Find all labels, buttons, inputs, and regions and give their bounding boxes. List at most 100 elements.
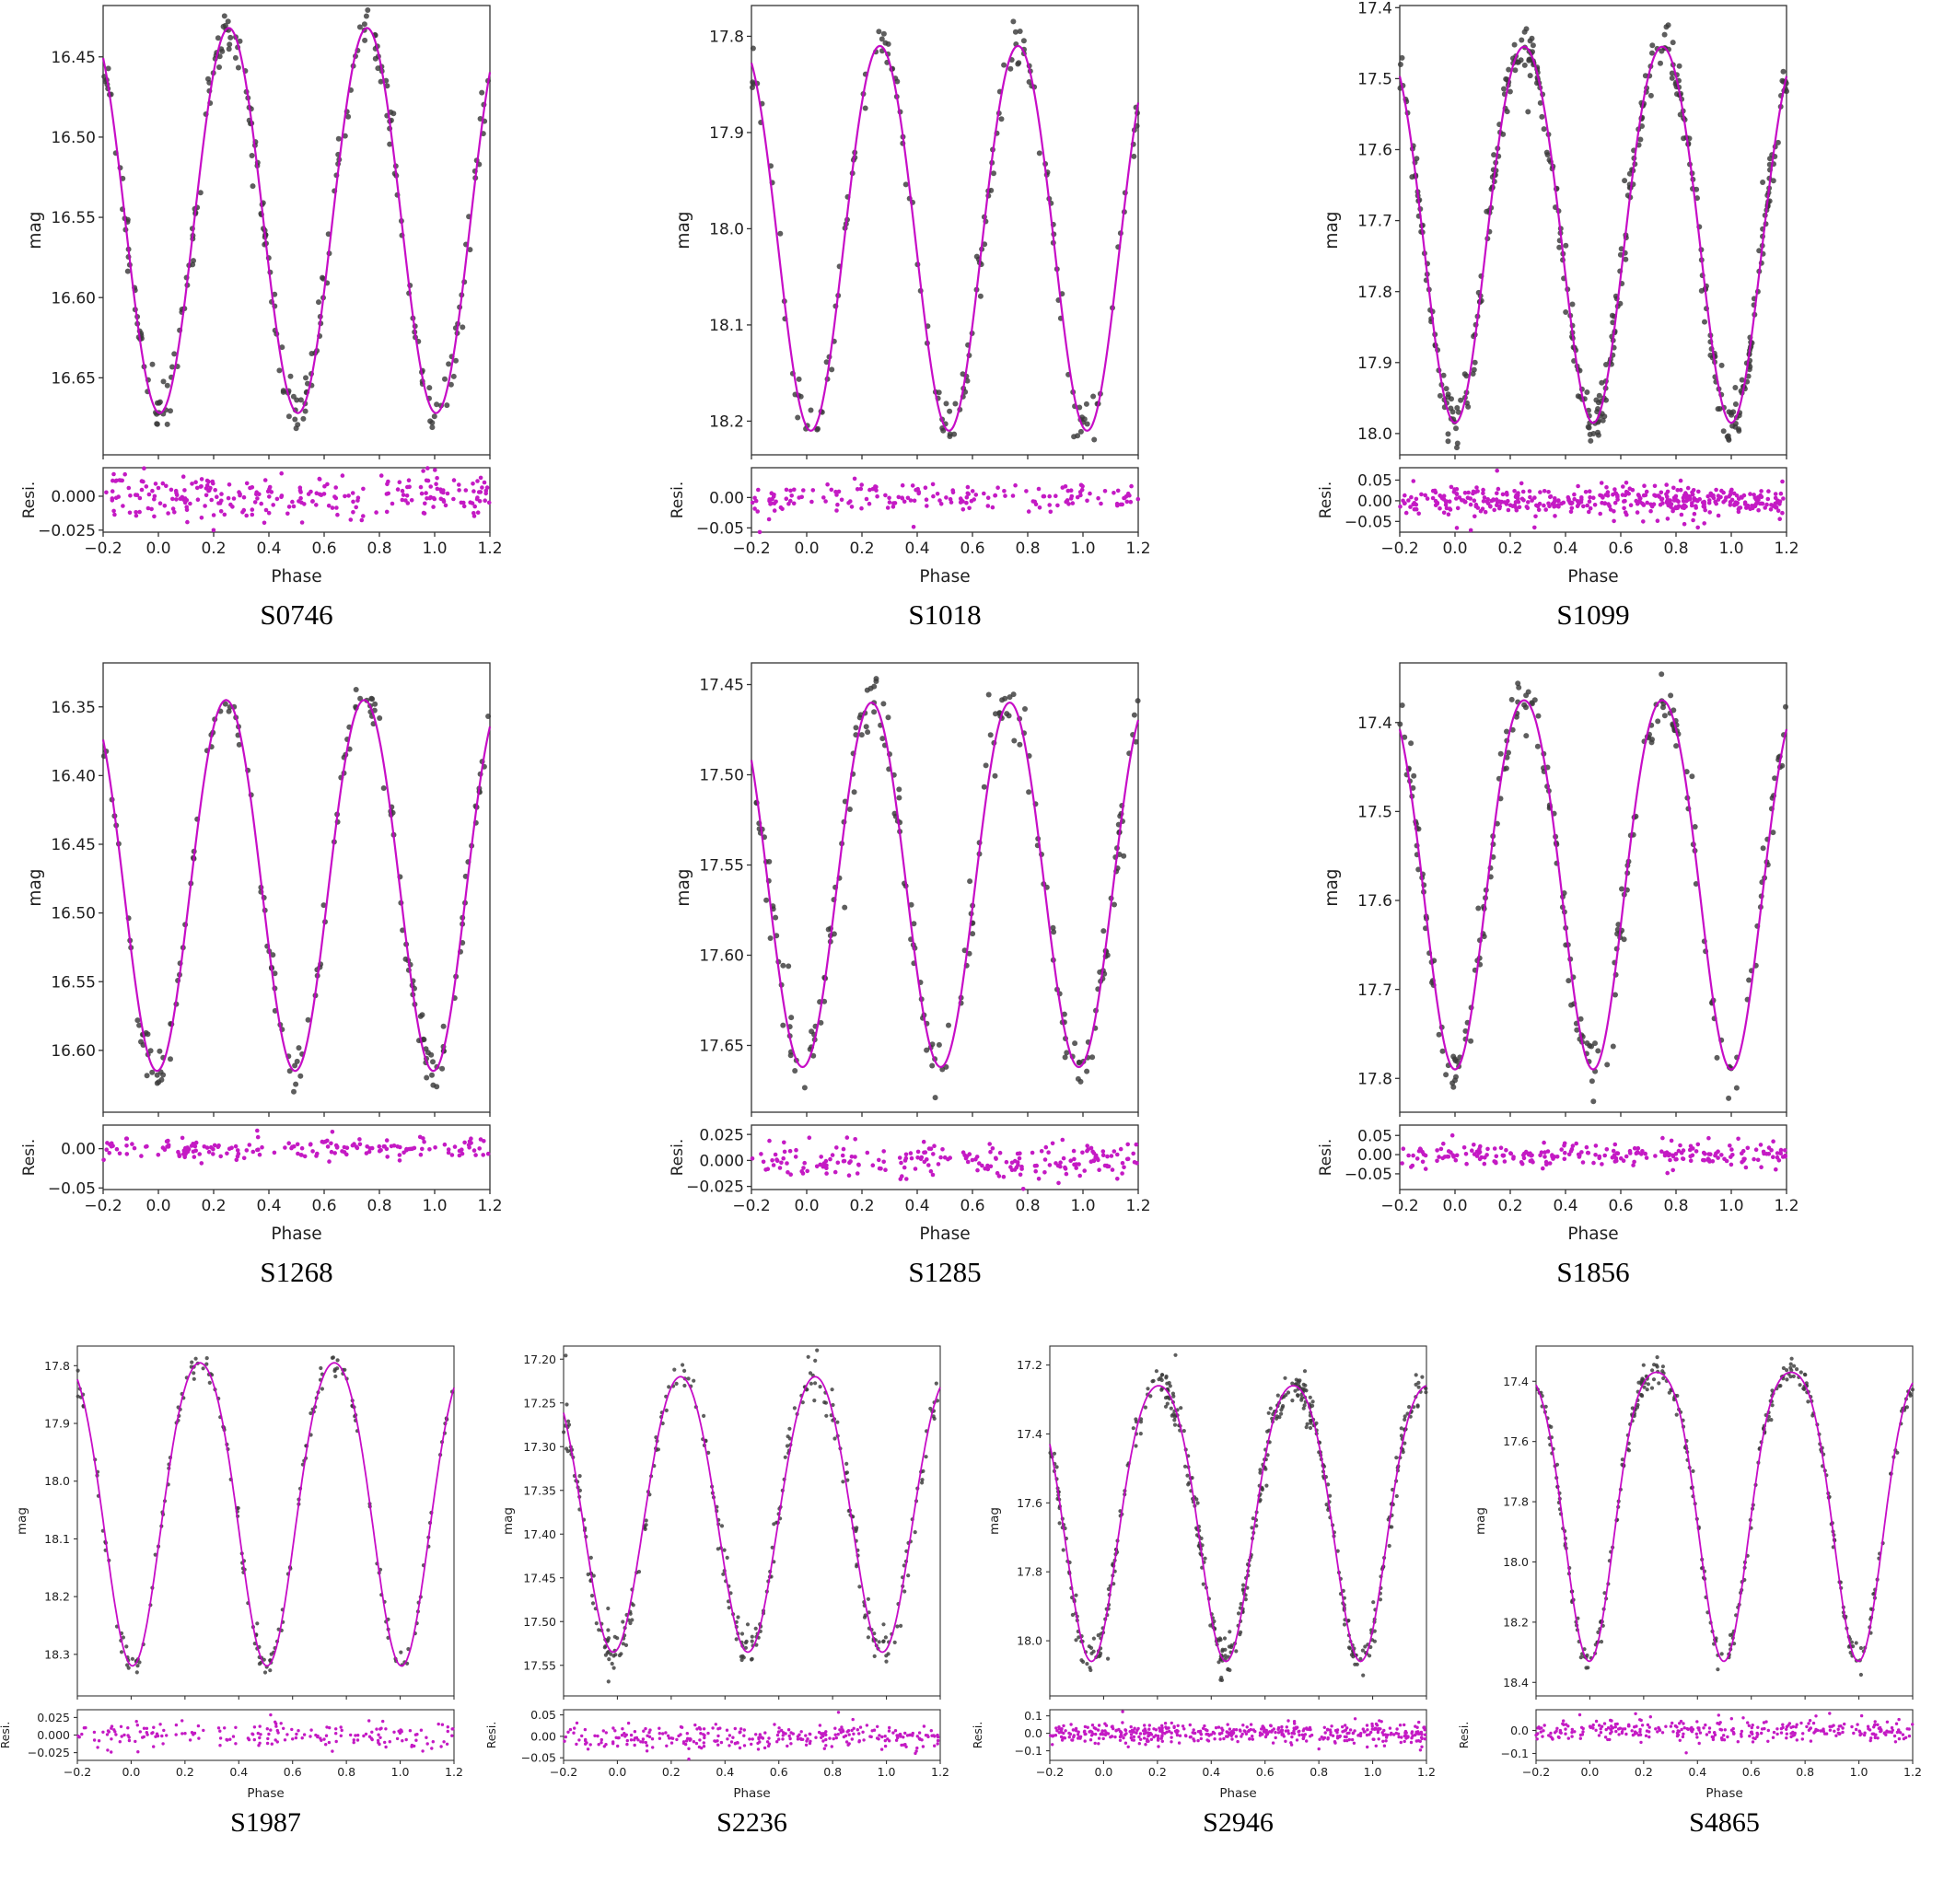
x-tick-label: −0.2 xyxy=(550,1765,577,1779)
fit-curve xyxy=(1049,1385,1427,1663)
x-tick-label: −0.2 xyxy=(1380,540,1418,558)
lightcurve-panel-S1268: 16.35 16.40 16.45 16.50 16.55 16.60 mag 0.00 −0.… xyxy=(0,659,648,1289)
main-axes: 17.2 17.4 17.6 17.8 18.0 xyxy=(1017,1345,1427,1700)
mag-axis-label: mag xyxy=(26,211,45,249)
data-points xyxy=(562,1348,940,1684)
resid-tick-label: −0.1 xyxy=(1501,1747,1529,1760)
mag-axis-label: mag xyxy=(15,1507,29,1535)
x-tick-label: 0.4 xyxy=(229,1765,248,1779)
figure-row-2: 16.35 16.40 16.45 16.50 16.55 16.60 mag 0.00 −0.… xyxy=(0,659,1944,1289)
x-tick-label: 0.0 xyxy=(1094,1765,1112,1779)
resid-tick-label: −0.05 xyxy=(48,1179,96,1198)
resid-tick-label: 0.00 xyxy=(1357,1146,1392,1165)
x-tick-label: 0.6 xyxy=(1256,1765,1275,1779)
x-tick-label: 0.2 xyxy=(201,540,226,558)
y-tick-label: 18.4 xyxy=(1503,1676,1529,1689)
x-tick-label: 0.8 xyxy=(1015,540,1040,558)
phase-axis-label: Phase xyxy=(733,1786,770,1801)
x-tick-label: 0.4 xyxy=(1202,1765,1220,1779)
mag-axis-label: mag xyxy=(674,868,693,906)
y-tick-label: 17.6 xyxy=(1503,1434,1529,1448)
mag-axis-label: mag xyxy=(501,1507,516,1535)
lightcurve-panel-S0746: 16.45 16.50 16.55 16.60 16.65 mag 0.000 −0.025−… xyxy=(0,2,648,632)
y-tick-label: 17.2 xyxy=(1017,1358,1042,1372)
residual-points xyxy=(104,466,492,533)
y-tick-label: 17.8 xyxy=(709,29,744,47)
x-tick-label: 0.6 xyxy=(311,540,336,558)
resid-axis-label: Resi. xyxy=(1459,1722,1471,1749)
resid-axis-label: Resi. xyxy=(486,1722,498,1749)
resid-tick-label: 0.000 xyxy=(51,488,96,506)
mag-axis-label: mag xyxy=(987,1507,1002,1535)
panel-title: S4865 xyxy=(1689,1807,1760,1838)
phase-axis-label: Phase xyxy=(1567,567,1618,586)
x-tick-label: 0.4 xyxy=(256,1197,281,1215)
figure-row-3: 17.8 17.9 18.0 18.1 18.2 18.3 mag 0.025 0.000 −0.… xyxy=(0,1335,1944,1839)
x-tick-label: 0.6 xyxy=(284,1765,302,1779)
mag-axis-label: mag xyxy=(674,211,693,249)
main-axes: 17.8 17.9 18.0 18.1 18.2 xyxy=(709,5,1139,459)
main-axes: 17.4 17.5 17.6 17.7 17.8 xyxy=(1357,662,1787,1117)
x-tick-label: 0.4 xyxy=(716,1765,734,1779)
phase-axis-label: Phase xyxy=(1567,1225,1618,1244)
x-tick-label: 0.4 xyxy=(1553,1197,1577,1215)
data-points xyxy=(750,18,1140,443)
residual-axes: 0.000 −0.025−0.2 0.0 0.2 0.4 0.6 0.8 1.0 1.2 xyxy=(38,467,503,558)
x-tick-label: −0.2 xyxy=(84,1197,122,1215)
y-tick-label: 17.4 xyxy=(1357,2,1392,17)
y-tick-label: 16.60 xyxy=(51,1042,96,1061)
data-points xyxy=(100,687,492,1095)
y-tick-label: 17.8 xyxy=(1357,284,1392,302)
panel-title: S1268 xyxy=(260,1256,333,1288)
panel-title: S2946 xyxy=(1203,1807,1274,1838)
lightcurve-plot-S0746: 16.45 16.50 16.55 16.60 16.65 mag 0.000 −0.025−… xyxy=(20,5,503,586)
y-tick-label: 17.45 xyxy=(699,677,744,695)
fit-curve xyxy=(101,27,492,414)
residual-axes: 0.1 0.0 −0.1 −0.2 0.0 0.2 0.4 0.6 0.8 1.0 1.2 xyxy=(1015,1709,1436,1779)
resid-tick-label: 0.00 xyxy=(1357,493,1392,511)
resid-tick-label: 0.00 xyxy=(530,1729,556,1743)
y-tick-label: 17.5 xyxy=(1357,71,1392,89)
resid-axis-label: Resi. xyxy=(1317,482,1335,519)
main-axes: 17.20 17.25 17.30 17.35 17.40 17.45 17.50 17.55 xyxy=(523,1345,941,1700)
x-tick-label: 0.8 xyxy=(1015,1197,1040,1215)
y-tick-label: 18.1 xyxy=(44,1532,70,1546)
panel-title: S1099 xyxy=(1556,598,1630,631)
resid-tick-label: −0.025 xyxy=(38,522,96,540)
y-tick-label: 16.45 xyxy=(51,836,96,854)
y-tick-label: 17.6 xyxy=(1357,142,1392,160)
x-tick-label: 1.0 xyxy=(422,540,447,558)
lightcurve-figure: 16.45 16.50 16.55 16.60 16.65 mag 0.000 −0.025−… xyxy=(0,2,1944,1839)
x-tick-label: 0.2 xyxy=(1497,540,1522,558)
x-tick-label: 0.4 xyxy=(1688,1765,1706,1779)
y-tick-label: 17.65 xyxy=(699,1038,744,1056)
x-tick-label: 1.2 xyxy=(445,1765,463,1779)
x-tick-label: 1.0 xyxy=(1070,540,1095,558)
y-tick-label: 16.35 xyxy=(51,699,96,717)
x-tick-label: 0.4 xyxy=(904,1197,929,1215)
residual-axes: 0.00 −0.05−0.2 0.0 0.2 0.4 0.6 0.8 1.0 1.2 xyxy=(48,1124,503,1215)
residual-axes: 0.050.00−0.05−0.2 0.0 0.2 0.4 0.6 0.8 1.0 1.2 xyxy=(1345,1124,1799,1215)
lightcurve-panel-S2236: 17.20 17.25 17.30 17.35 17.40 17.45 17.50 17.55… xyxy=(486,1335,972,1839)
x-tick-label: 1.0 xyxy=(878,1765,896,1779)
x-tick-label: 0.6 xyxy=(311,1197,336,1215)
residual-axes: 0.050.00−0.05−0.2 0.0 0.2 0.4 0.6 0.8 1.0 1.2 xyxy=(521,1708,949,1779)
resid-tick-label: 0.00 xyxy=(709,489,744,507)
main-axes: 16.35 16.40 16.45 16.50 16.55 16.60 xyxy=(51,662,491,1117)
mag-axis-label: mag xyxy=(26,868,45,906)
x-tick-label: 0.2 xyxy=(849,540,874,558)
x-tick-label: 0.8 xyxy=(367,540,391,558)
x-tick-label: 0.6 xyxy=(1742,1765,1761,1779)
data-points xyxy=(101,7,491,432)
residual-points xyxy=(1400,1132,1787,1176)
resid-axis-label: Resi. xyxy=(972,1722,984,1749)
resid-axis-label: Resi. xyxy=(1317,1139,1335,1177)
x-tick-label: 0.0 xyxy=(794,1197,819,1215)
resid-tick-label: 0.1 xyxy=(1024,1709,1042,1723)
x-tick-label: −0.2 xyxy=(64,1765,91,1779)
y-tick-label: 17.8 xyxy=(44,1359,70,1373)
fit-curve xyxy=(76,1362,455,1667)
x-tick-label: 1.2 xyxy=(477,1197,502,1215)
x-tick-label: −0.2 xyxy=(1036,1765,1064,1779)
